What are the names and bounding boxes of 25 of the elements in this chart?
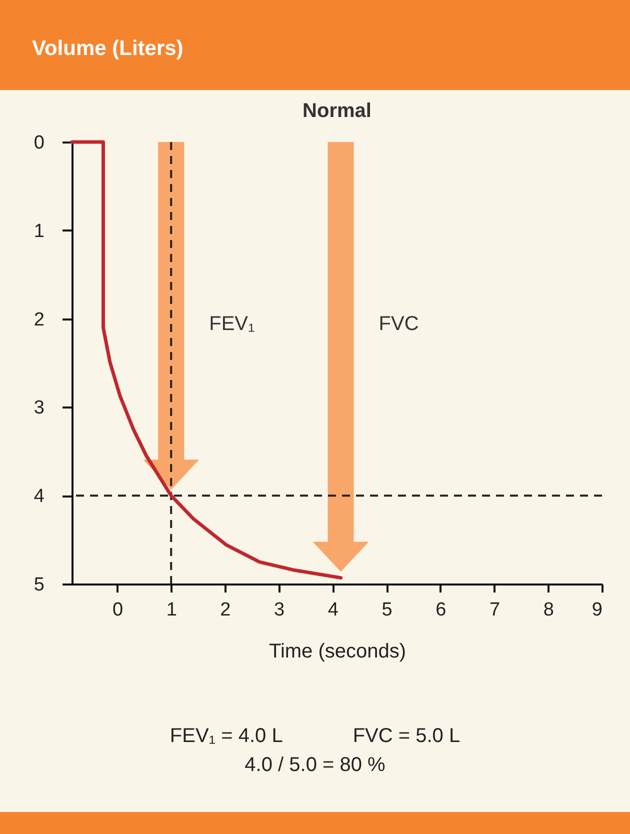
y-tick-label: 2 <box>34 309 44 330</box>
x-tick-label: 8 <box>543 600 554 620</box>
x-tick-label: 4 <box>328 600 339 620</box>
x-axis-title: Time (seconds) <box>268 640 406 662</box>
x-tick-label: 7 <box>489 600 500 620</box>
chart-title: Normal <box>302 100 372 122</box>
y-axis-title: Volume (Liters) <box>32 37 184 61</box>
text: FEV₁ = 4.0 L <box>170 725 283 748</box>
annotation: FVC <box>378 313 419 335</box>
y-tick-label: 4 <box>34 486 45 508</box>
y-tick-label: 5 <box>34 574 44 596</box>
x-tick-label: 1 <box>166 600 177 620</box>
x-tick-label: 3 <box>274 600 285 620</box>
text: FVC = 5.0 L <box>352 725 460 748</box>
annotation: FEV₁ <box>209 313 255 335</box>
line-series <box>70 140 343 580</box>
y-tick-label: 1 <box>34 220 44 242</box>
x-tick-label: 2 <box>220 600 231 620</box>
x-tick-label: 0 <box>112 600 124 620</box>
y-tick-label: 3 <box>34 398 44 419</box>
x-tick-label: 9 <box>592 600 602 620</box>
x-tick-label: 5 <box>382 600 392 620</box>
x-tick-label: 6 <box>436 600 446 620</box>
text: 4.0 / 5.0 = 80 % <box>244 754 386 776</box>
y-tick-label: 0 <box>34 132 44 154</box>
